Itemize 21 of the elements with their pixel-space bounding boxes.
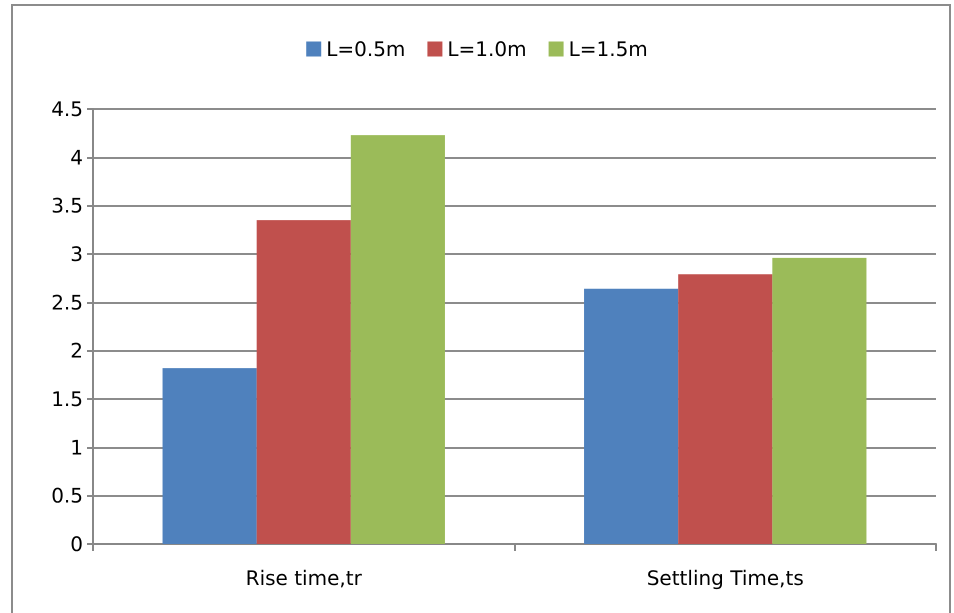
bar: [678, 274, 772, 544]
bar: [162, 368, 257, 544]
y-tick-label: 0: [70, 532, 83, 556]
y-tick-label: 4: [70, 145, 83, 170]
bar: [772, 258, 866, 544]
bar: [256, 220, 351, 544]
x-tick-label: Settling Time,ts: [646, 566, 804, 590]
y-tick-label: 2.5: [51, 290, 83, 314]
legend-label: L=1.0m: [447, 37, 527, 61]
y-tick-label: 1: [70, 435, 83, 460]
y-tick-label: 0.5: [51, 484, 83, 508]
y-tick-label: 1.5: [51, 387, 83, 411]
y-tick-label: 3: [70, 242, 83, 266]
x-tick-label: Rise time,tr: [246, 566, 363, 590]
legend-label: L=0.5m: [326, 37, 406, 61]
legend-label: L=1.5m: [568, 37, 648, 61]
y-tick-label: 4.5: [51, 97, 83, 121]
y-tick-label: 3.5: [51, 194, 83, 218]
y-tick-label: 2: [70, 338, 83, 363]
bar: [584, 288, 678, 544]
bar: [350, 135, 445, 544]
